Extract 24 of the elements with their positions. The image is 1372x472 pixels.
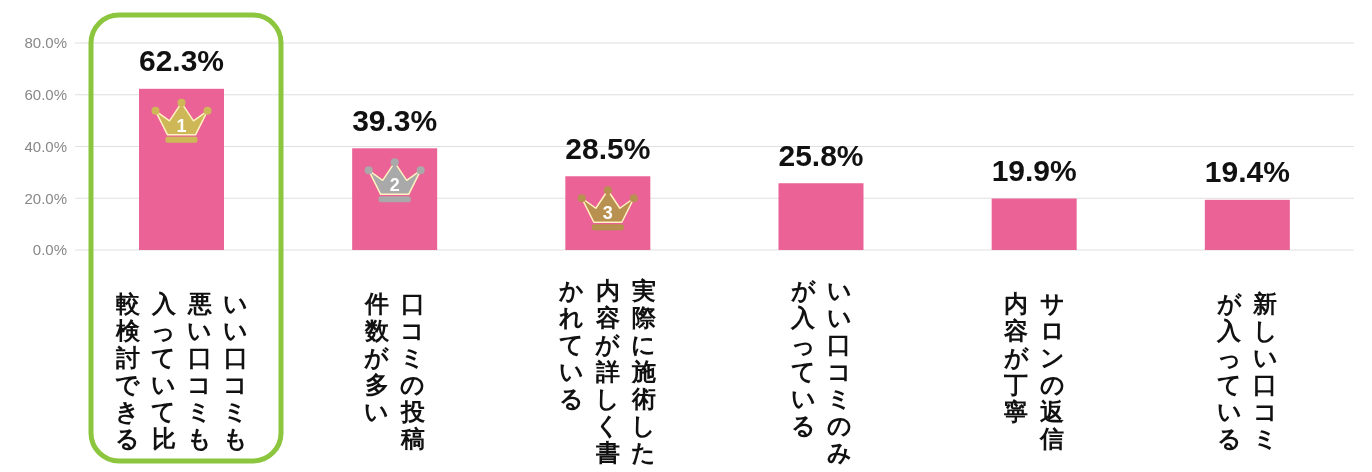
annotation: 3 xyxy=(602,203,613,224)
bar xyxy=(991,198,1077,250)
y-tick-label: 60.0% xyxy=(24,86,67,104)
bar xyxy=(1204,199,1290,250)
category-label: サロンの返信内容が丁寧 xyxy=(1003,290,1065,452)
data-label: 28.5% xyxy=(565,131,651,165)
bar xyxy=(778,183,864,250)
category-label: 実際に施術した内容が詳しく書かれている xyxy=(559,276,657,466)
data-label: 39.3% xyxy=(352,103,438,137)
data-label: 19.4% xyxy=(1204,155,1290,189)
category-label: いい口コミも悪い口コミも入っていて比較検討できる xyxy=(115,290,249,452)
data-label: 62.3% xyxy=(138,44,225,78)
data-label: 19.9% xyxy=(991,154,1077,188)
y-tick-label: 20.0% xyxy=(24,189,67,207)
data-label: 25.8% xyxy=(778,138,864,172)
category-label: 口コミの投稿件数が多い xyxy=(364,290,426,452)
category-label: 新しい口コミが入っている xyxy=(1216,290,1278,452)
y-tick-label: 40.0% xyxy=(24,137,67,155)
annotation: 1 xyxy=(176,115,187,136)
y-tick-label: 0.0% xyxy=(32,241,67,259)
category-label: いい口コミのみが入っている xyxy=(790,276,852,466)
annotation: 2 xyxy=(389,175,400,196)
y-tick-label: 80.0% xyxy=(24,34,67,52)
bar xyxy=(139,88,224,250)
